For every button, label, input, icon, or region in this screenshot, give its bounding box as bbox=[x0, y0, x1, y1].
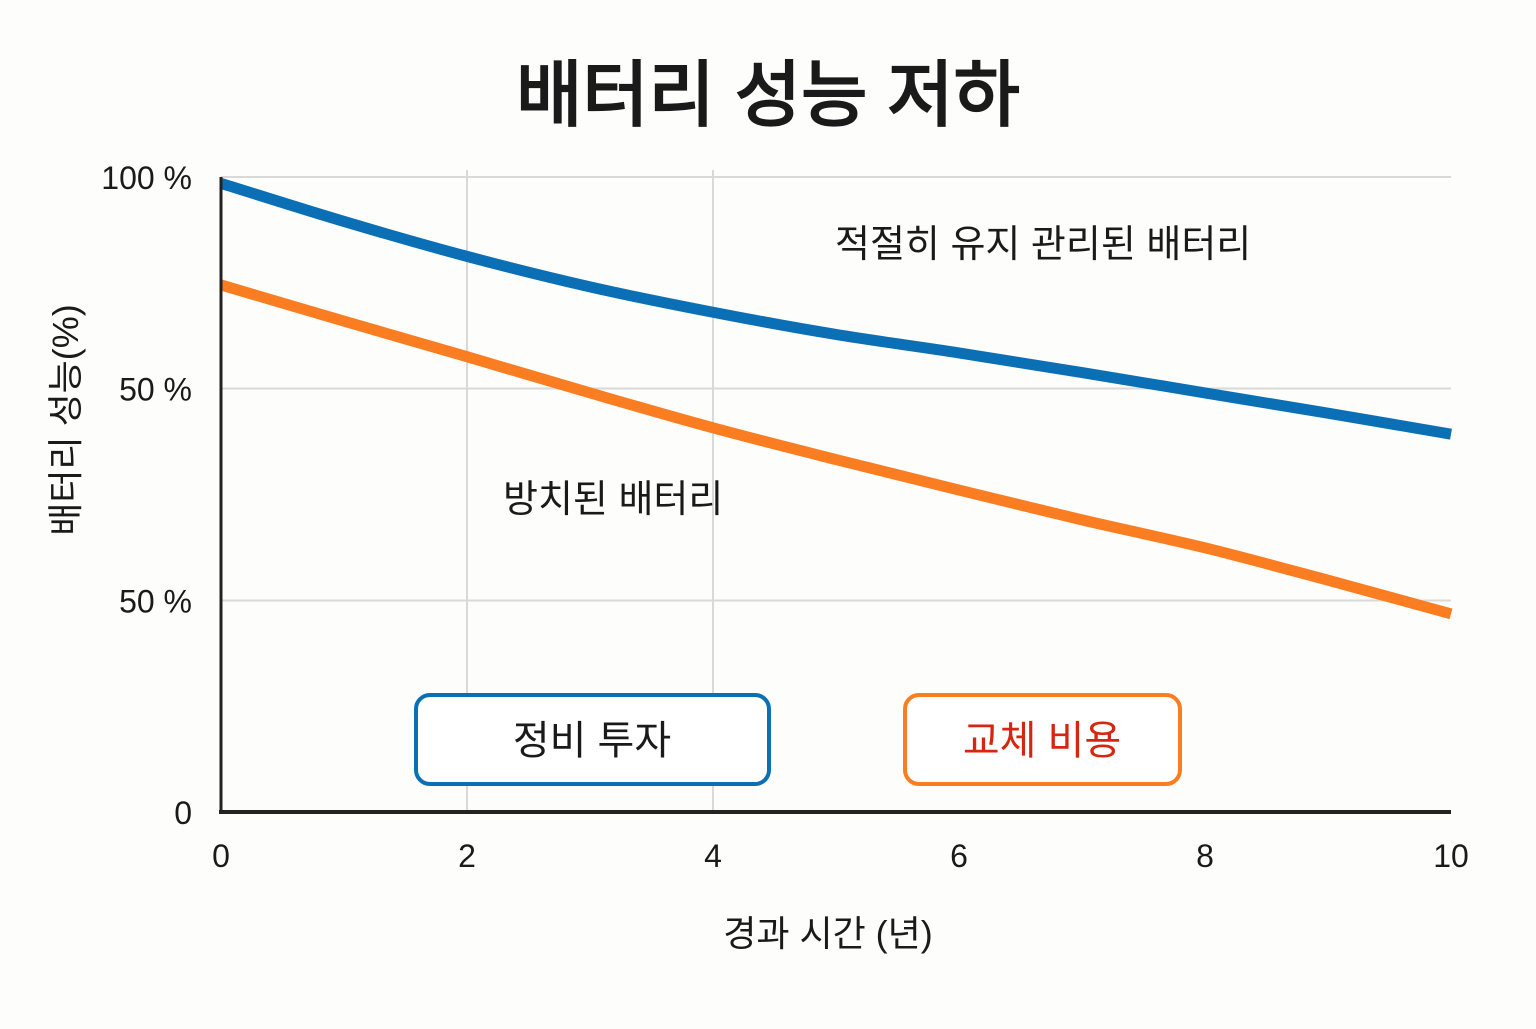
annotation-neglected: 방치된 배터리 bbox=[503, 479, 723, 521]
y-tick-label: 50 % bbox=[119, 584, 192, 620]
series-line-0 bbox=[219, 178, 1452, 440]
x-tick-label: 4 bbox=[704, 838, 722, 874]
y-tick-label: 0 bbox=[174, 795, 192, 831]
series-lines bbox=[219, 178, 1453, 620]
maintenance-investment-label: 정비 투자 bbox=[513, 719, 671, 763]
series-line-1 bbox=[219, 279, 1453, 620]
x-tick-label: 0 bbox=[212, 838, 230, 874]
x-tick-label: 8 bbox=[1196, 838, 1214, 874]
x-tick-labels: 0 2 4 6 8 10 bbox=[212, 838, 1469, 874]
replacement-cost-label: 교체 비용 bbox=[963, 719, 1121, 763]
replacement-cost-box: 교체 비용 bbox=[903, 693, 1182, 786]
x-axis-label: 경과 시간 (년) bbox=[723, 913, 933, 954]
y-axis-label: 배터리 성능(%) bbox=[45, 304, 86, 536]
y-tick-label: 100 % bbox=[101, 160, 192, 196]
x-tick-label: 10 bbox=[1433, 838, 1469, 874]
y-tick-labels: 100 % 50 % 50 % 0 bbox=[101, 160, 192, 831]
grid bbox=[221, 170, 1451, 812]
chart-title: 배터리 성능 저하 bbox=[516, 56, 1020, 136]
maintenance-investment-box: 정비 투자 bbox=[414, 693, 771, 786]
x-tick-label: 6 bbox=[950, 838, 968, 874]
x-tick-label: 2 bbox=[458, 838, 476, 874]
annotation-maintained: 적절히 유지 관리된 배터리 bbox=[835, 224, 1251, 266]
y-tick-label: 50 % bbox=[119, 371, 192, 407]
